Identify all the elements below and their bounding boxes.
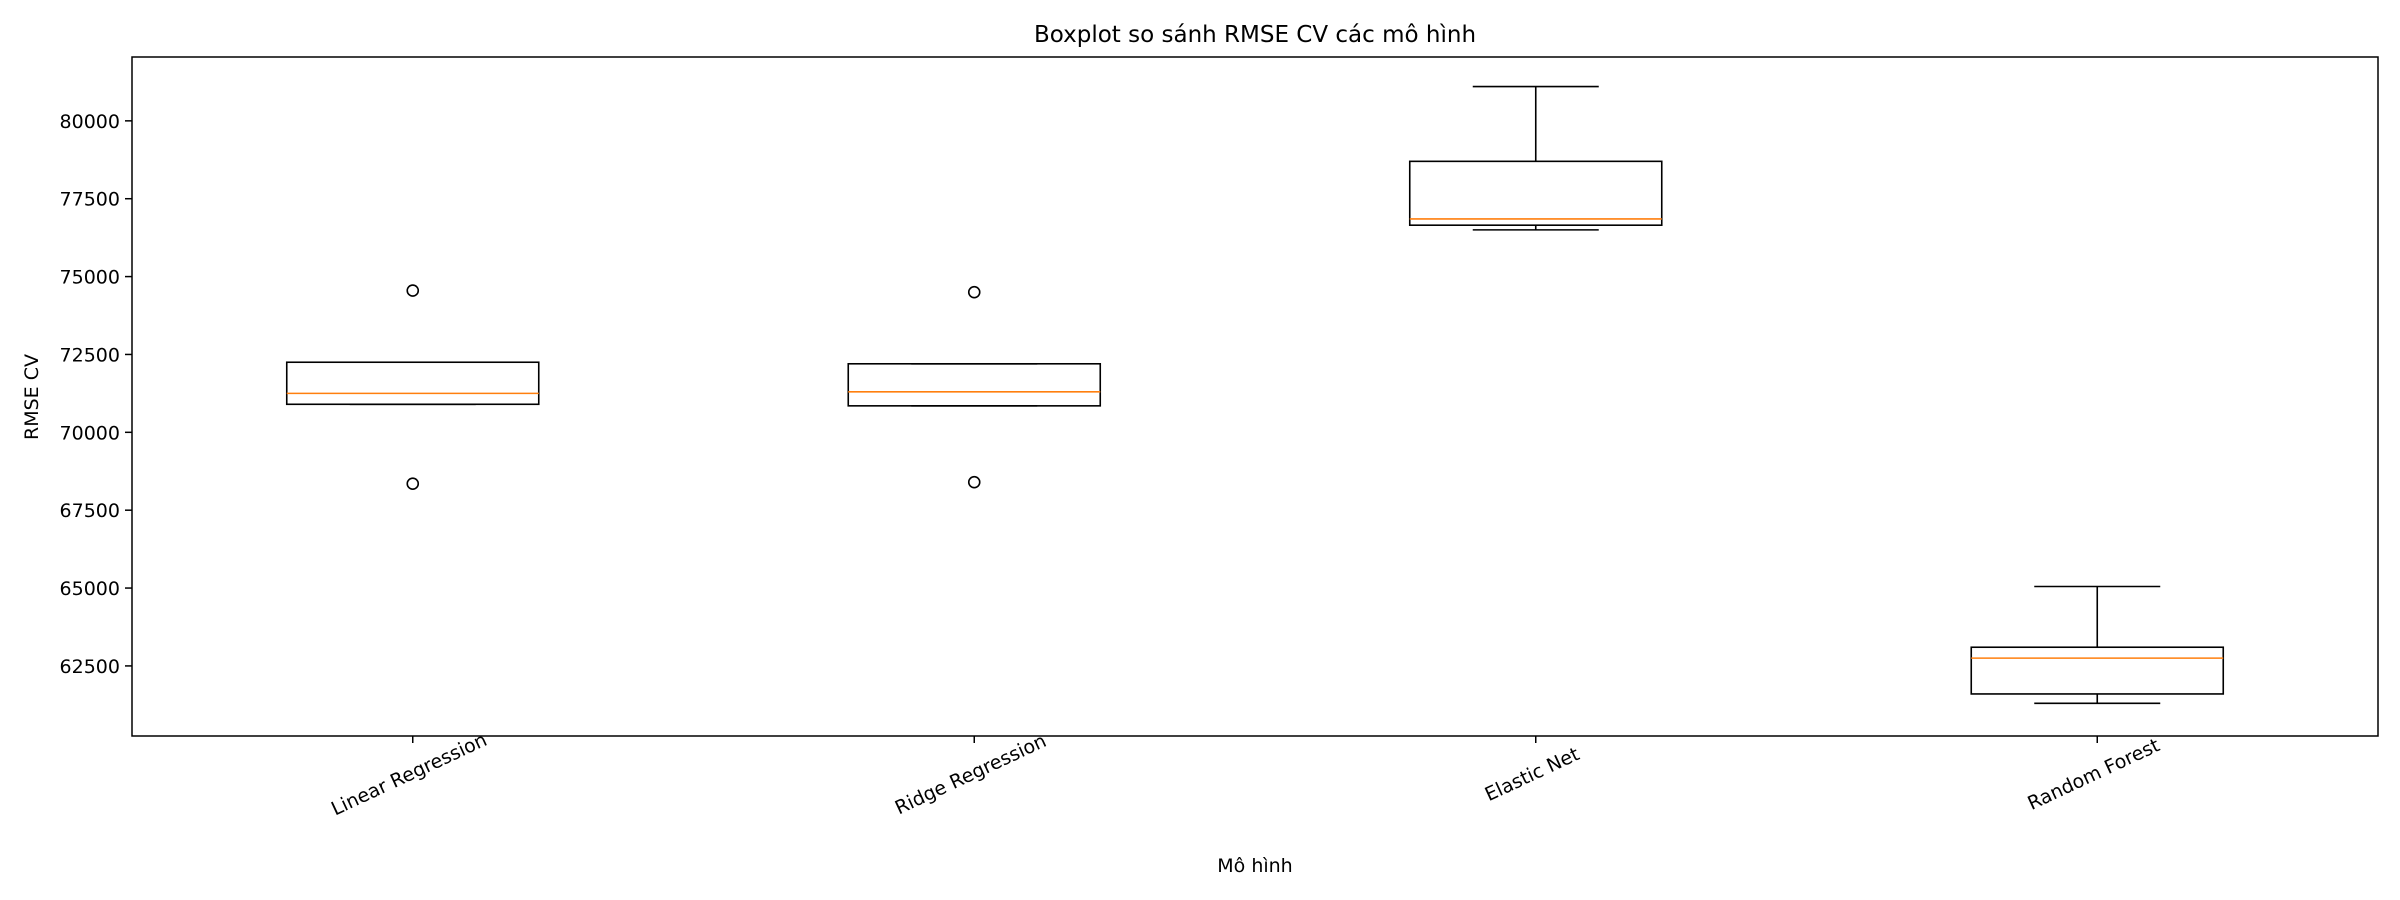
- box-random-forest: [1970, 646, 2225, 695]
- outlier-point: [406, 477, 420, 491]
- x-tick-label: Linear Regression: [328, 729, 490, 820]
- x-axis-label: Mô hình: [1217, 855, 1292, 877]
- y-tick-label: 70000: [60, 422, 120, 444]
- x-tick-label: Elastic Net: [1482, 743, 1583, 806]
- boxes-layer: [285, 85, 2225, 705]
- box-ridge-regression: [847, 362, 1102, 407]
- box-linear-regression: [285, 361, 540, 406]
- y-tick-label: 75000: [60, 267, 120, 289]
- box-group: [1408, 85, 1663, 231]
- y-axis: 62500 65000 67500 70000 72500 75000 77500 80000: [60, 111, 132, 678]
- y-tick-label: 65000: [60, 578, 120, 600]
- y-tick-label: 67500: [60, 500, 120, 522]
- y-tick-label: 62500: [60, 656, 120, 678]
- x-tick-label: Ridge Regression: [892, 730, 1050, 819]
- box-elastic-net: [1408, 160, 1663, 226]
- outlier-point: [967, 475, 981, 489]
- plot-area: [131, 56, 2379, 737]
- x-tick-label: Random Forest: [2024, 734, 2163, 814]
- y-tick-label: 72500: [60, 344, 120, 366]
- y-axis-label: RMSE CV: [21, 354, 43, 440]
- box-group: [847, 285, 1102, 489]
- outlier-point: [406, 284, 420, 297]
- box-group: [1970, 585, 2225, 705]
- y-tick-label: 77500: [60, 189, 120, 211]
- chart-title: Boxplot so sánh RMSE CV các mô hình: [1034, 22, 1476, 48]
- x-axis: Linear Regression Ridge Regression Elastic…: [328, 729, 2163, 820]
- box-group: [285, 284, 540, 491]
- outlier-point: [967, 285, 981, 299]
- y-tick-label: 80000: [60, 111, 120, 133]
